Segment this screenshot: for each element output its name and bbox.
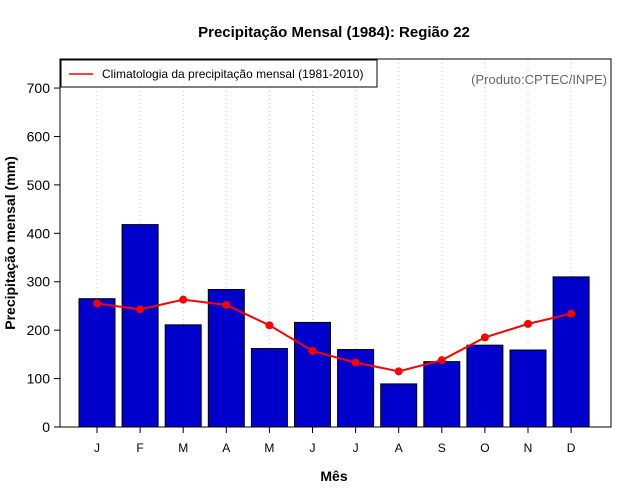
y-tick-label: 0 bbox=[42, 419, 50, 435]
climatology-point-11 bbox=[524, 319, 532, 328]
x-tick-label: F bbox=[136, 441, 143, 455]
legend-box bbox=[60, 59, 378, 88]
climatology-point-9 bbox=[437, 356, 446, 365]
climatology-point-8 bbox=[394, 367, 403, 376]
bar-series bbox=[78, 224, 590, 428]
y-tick-label: 400 bbox=[27, 225, 51, 241]
bar-j-1 bbox=[78, 298, 116, 428]
legend: Climatologia da precipitação mensal (198… bbox=[60, 59, 378, 88]
legend-label: Climatologia da precipitação mensal (198… bbox=[102, 67, 363, 81]
y-tick-label: 300 bbox=[27, 274, 51, 290]
x-tick-label: J bbox=[94, 441, 100, 455]
climatology-point-1 bbox=[93, 299, 101, 308]
plot-frame bbox=[59, 58, 612, 428]
climatology-point-10 bbox=[480, 333, 489, 342]
credit-annotation: (Produto:CPTEC/INPE) bbox=[471, 72, 607, 87]
bar-a-4 bbox=[207, 288, 245, 428]
bar-s-9 bbox=[423, 361, 461, 428]
bar-d-12 bbox=[552, 276, 590, 428]
x-tick-label: A bbox=[222, 441, 230, 455]
bar-o-10 bbox=[466, 344, 504, 428]
bar-n-11 bbox=[509, 349, 547, 428]
y-axis: 0 100 200 300 400 500 600 700 bbox=[27, 80, 60, 435]
bar-j-6 bbox=[294, 321, 331, 428]
climatology-point-12 bbox=[567, 309, 576, 318]
x-tick-label: A bbox=[395, 441, 403, 455]
x-axis-title: Mês bbox=[320, 468, 347, 484]
climatology-point-6 bbox=[308, 346, 317, 355]
x-tick-label: M bbox=[264, 441, 274, 455]
y-tick-label: 600 bbox=[27, 128, 51, 144]
x-tick-label: O bbox=[480, 441, 489, 455]
bar-m-3 bbox=[164, 324, 202, 428]
bar-m-5 bbox=[250, 348, 288, 428]
climatology-series bbox=[93, 295, 576, 376]
x-tick-label: J bbox=[310, 441, 316, 455]
x-tick-label: S bbox=[438, 441, 446, 455]
y-axis-title: Precipitação mensal (mm) bbox=[2, 156, 18, 330]
bar-f-2 bbox=[121, 224, 159, 428]
climatology-point-2 bbox=[136, 305, 145, 314]
chart-title: Precipitação Mensal (1984): Região 22 bbox=[198, 24, 470, 41]
climatology-line bbox=[96, 298, 572, 373]
x-tick-label: D bbox=[567, 441, 576, 455]
climatology-point-5 bbox=[265, 321, 274, 330]
x-tick-label: M bbox=[178, 441, 188, 455]
climatology-point-3 bbox=[179, 295, 188, 304]
climatology-point-7 bbox=[351, 358, 360, 367]
y-tick-label: 100 bbox=[27, 371, 51, 387]
y-tick-label: 200 bbox=[27, 322, 51, 338]
bar-a-8 bbox=[380, 383, 418, 428]
y-tick-label: 500 bbox=[27, 177, 51, 193]
climatology-point-4 bbox=[222, 300, 231, 309]
y-tick-label: 700 bbox=[27, 80, 51, 96]
x-tick-label: J bbox=[353, 441, 359, 455]
x-tick-label: N bbox=[524, 441, 533, 455]
